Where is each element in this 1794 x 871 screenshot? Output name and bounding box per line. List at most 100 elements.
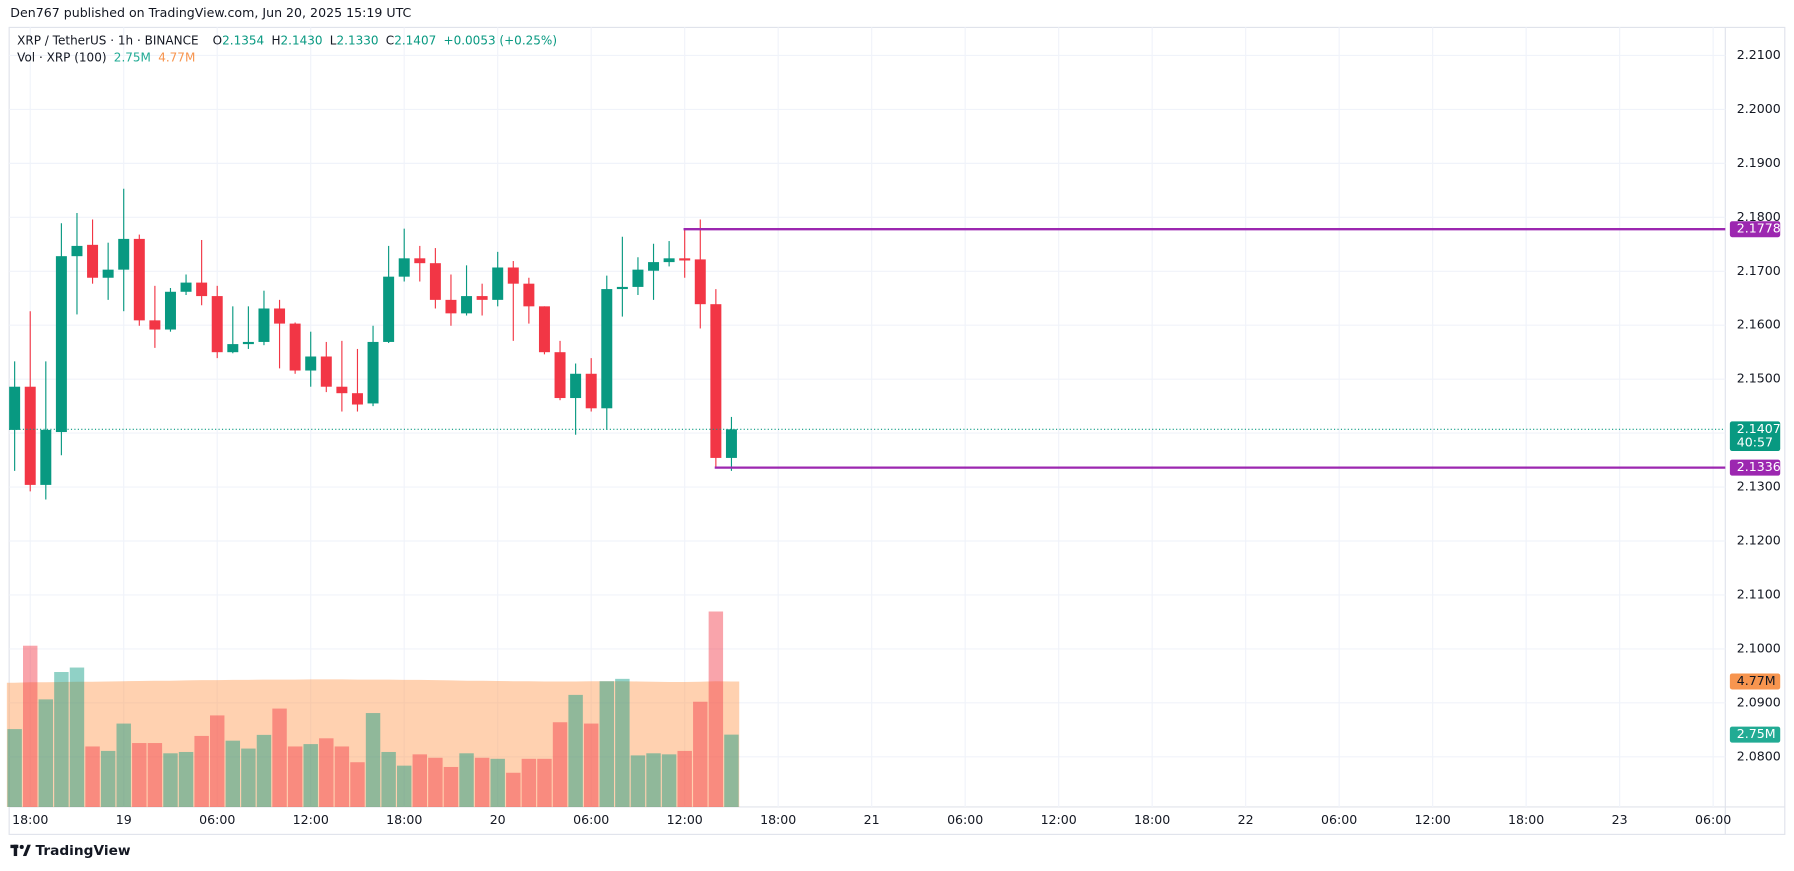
- candle-body: [289, 323, 301, 371]
- volume-bar: [708, 611, 724, 807]
- volume-ma-label: 4.77M: [1737, 673, 1776, 688]
- l-val: 2.1330: [336, 34, 379, 49]
- candle-body: [320, 356, 332, 387]
- volume-bar: [350, 762, 365, 807]
- level-badge: [1729, 221, 1781, 238]
- volume-bar: [241, 748, 256, 807]
- last-price-badge: [1729, 421, 1781, 452]
- candle-body: [305, 356, 317, 371]
- volume-bar: [537, 758, 552, 807]
- pane-frame: [8, 26, 1786, 835]
- volume-bar: [490, 758, 505, 807]
- candle-body: [570, 373, 582, 399]
- x-tick-label: 12:00: [1415, 812, 1451, 827]
- c-key: C: [385, 34, 395, 49]
- level-label: 2.1778: [1737, 221, 1781, 236]
- o-key: O: [212, 34, 223, 49]
- x-tick-label: 23: [1612, 812, 1628, 827]
- candle-body: [648, 262, 660, 271]
- candle-body: [211, 296, 223, 353]
- x-tick-label: 21: [864, 812, 880, 827]
- candle-body: [367, 341, 379, 404]
- volume-bar: [225, 740, 241, 807]
- volume-ma-area: [6, 679, 740, 807]
- y-tick-label: 2.0800: [1737, 748, 1781, 763]
- candle-body: [414, 258, 426, 264]
- candle-body: [461, 296, 473, 314]
- candle-body: [196, 282, 208, 297]
- candle-body: [663, 258, 675, 263]
- candle-body: [24, 386, 36, 485]
- candle-body: [445, 299, 457, 314]
- last-price-label: 2.1407: [1737, 421, 1781, 436]
- candle-body: [538, 306, 550, 353]
- volume-title: Vol · XRP (100): [17, 51, 107, 66]
- y-tick-label: 2.1000: [1737, 640, 1781, 655]
- volume-bar: [7, 729, 22, 807]
- volume-bar: [521, 758, 537, 807]
- volume-bar: [459, 753, 474, 807]
- volume-bar: [646, 753, 661, 807]
- x-tick-label: 20: [490, 812, 506, 827]
- volume-bar: [178, 751, 194, 807]
- candle-body: [102, 269, 114, 278]
- candle-body: [710, 304, 722, 458]
- x-tick-label: 22: [1238, 812, 1254, 827]
- candle-body: [258, 308, 270, 342]
- candle-body: [679, 258, 691, 261]
- volume-badge: [1729, 726, 1781, 743]
- volume-bar: [583, 723, 599, 807]
- volume-bar: [568, 694, 583, 807]
- y-tick-label: 2.1700: [1737, 263, 1781, 278]
- volume-bar: [443, 766, 459, 807]
- volume-bar: [506, 772, 521, 807]
- l-key: L: [329, 34, 337, 49]
- volume-bar: [630, 755, 646, 807]
- volume-bar: [428, 757, 443, 807]
- candle-body: [242, 341, 254, 345]
- x-tick-label: 06:00: [573, 812, 609, 827]
- candle-body: [632, 269, 644, 287]
- volume-bar: [552, 722, 568, 807]
- symbol: XRP / TetherUS · 1h · BINANCE: [17, 34, 199, 49]
- volume-bar: [396, 765, 412, 807]
- volume-bar: [287, 746, 303, 807]
- candle-body: [274, 308, 286, 324]
- candle-body: [164, 291, 176, 330]
- candle-body: [118, 238, 130, 270]
- volume-bar: [412, 754, 428, 807]
- candle-body: [55, 256, 67, 433]
- candle-body: [507, 267, 519, 284]
- y-tick-label: 2.1200: [1737, 533, 1781, 548]
- h-key: H: [271, 34, 281, 49]
- y-tick-label: 2.2100: [1737, 47, 1781, 62]
- volume-ma-badge: [1729, 673, 1781, 690]
- x-tick-label: 18:00: [1508, 812, 1544, 827]
- level-badge: [1729, 459, 1781, 476]
- y-tick-label: 2.1300: [1737, 479, 1781, 494]
- volume-bar: [38, 699, 54, 807]
- y-tick-label: 2.1500: [1737, 371, 1781, 386]
- candle-body: [725, 429, 737, 458]
- volume-bar: [209, 715, 225, 807]
- y-tick-label: 2.0900: [1737, 694, 1781, 709]
- change: +0.0053 (+0.25%): [443, 34, 558, 49]
- x-tick-label: 06:00: [947, 812, 983, 827]
- candle-body: [616, 286, 628, 290]
- footer-logo: TradingView: [10, 842, 131, 858]
- x-tick-label: 18:00: [1134, 812, 1170, 827]
- countdown-label: 40:57: [1737, 435, 1773, 450]
- y-tick-label: 2.1600: [1737, 317, 1781, 332]
- volume-bar: [661, 754, 677, 807]
- volume-bar: [194, 735, 209, 807]
- volume-bar: [381, 751, 396, 807]
- volume-bar: [599, 681, 615, 807]
- x-tick-label: 06:00: [199, 812, 235, 827]
- y-tick-label: 2.2000: [1737, 101, 1781, 116]
- x-tick-label: 06:00: [1695, 812, 1731, 827]
- volume-bar: [615, 678, 630, 807]
- volume-bar: [54, 672, 69, 807]
- volume-bar: [100, 750, 116, 807]
- x-tick-label: 18:00: [386, 812, 422, 827]
